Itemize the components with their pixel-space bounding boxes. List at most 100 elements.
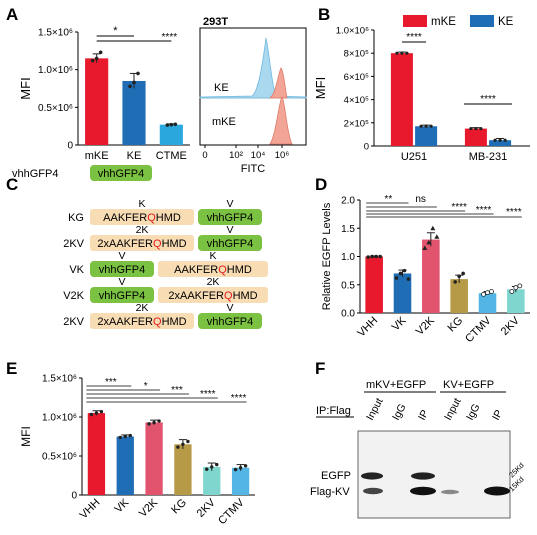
panel-label-f: F (315, 359, 325, 378)
x-tick-label: 10² (229, 150, 243, 161)
lane-label: Input (364, 396, 386, 422)
y-axis-title: MFI (313, 77, 328, 99)
data-point (430, 225, 436, 231)
category-label: KE (127, 150, 142, 162)
data-point (98, 50, 103, 55)
category-label: VK (390, 314, 409, 333)
data-point (419, 124, 423, 128)
category-label: MB-231 (469, 151, 508, 163)
bar (365, 256, 383, 313)
y-tick-label: 4×10⁵ (344, 95, 369, 106)
data-point (94, 56, 99, 61)
adaptor-label: AAKFERQHMD (103, 212, 181, 224)
legend-label-ke: KE (498, 16, 514, 28)
sig-label: **** (451, 202, 467, 213)
y-tick-label: 2×10⁵ (344, 118, 369, 129)
adaptor-block (158, 261, 268, 277)
band-label-egfp: EGFP (321, 470, 351, 482)
bar (450, 279, 468, 313)
vhh-block-label: vhhGFP4 (98, 168, 144, 180)
data-point (398, 271, 403, 276)
sig-label: **** (162, 32, 178, 43)
vhh-block (198, 313, 262, 329)
data-point (157, 419, 161, 423)
y-tick-label: 2.0 (341, 196, 355, 207)
segment-tag: V (226, 224, 233, 236)
chart-e: 0 0.5×10⁶ 1.0×10⁶ 1.5×10⁶ MFI VHH VK V2K KG 2KVCT… (19, 374, 255, 527)
y-axis-title: MFI (19, 426, 33, 447)
y-tick-label: 0.0 (341, 309, 355, 320)
data-point (173, 122, 178, 127)
sig-label: *** (171, 385, 183, 396)
data-point (422, 245, 428, 251)
group-label: mKV+EGFP (366, 379, 426, 391)
vhh-block (198, 209, 262, 225)
bar (116, 436, 134, 495)
legend-swatch-ke (470, 15, 494, 27)
panel-label-e: E (6, 359, 17, 378)
sig-label: ns (415, 194, 426, 205)
flow-title: 293T (203, 16, 228, 28)
data-point (402, 268, 407, 273)
data-point (395, 51, 399, 55)
flow-series-mke: mKE (212, 116, 236, 128)
blot-band (361, 472, 383, 480)
bar (145, 422, 163, 495)
y-tick-label: 6×10⁵ (344, 72, 369, 83)
category-label: KG (169, 497, 189, 517)
category-label: VK (113, 496, 132, 515)
data-point (481, 291, 486, 297)
data-point (370, 254, 374, 259)
category-label: mKE (85, 150, 109, 162)
legend-swatch-mke (403, 15, 427, 27)
segment-tag: K (138, 198, 145, 210)
data-point (406, 277, 411, 281)
segment-tag: K (209, 250, 216, 262)
vhh-block (198, 235, 262, 251)
category-label: CTMV (463, 314, 494, 345)
adaptor-label: 2xAAKFERQHMD (168, 290, 257, 302)
data-point (215, 462, 219, 467)
blot-band (484, 486, 510, 496)
y-tick-label: 1.5×10⁶ (38, 28, 73, 39)
data-point (147, 422, 151, 426)
flow-histogram-a: 293T KE mKE 0 10² 10⁴ 10⁶ FITC (199, 16, 307, 175)
data-point (165, 123, 170, 127)
vhh-block-label: vhhGFP4 (207, 212, 253, 224)
data-point (474, 127, 478, 131)
bar (87, 413, 106, 495)
construct-name: 2KV (63, 316, 84, 328)
data-point (366, 255, 370, 259)
data-point (424, 124, 428, 128)
category-label: V2K (414, 314, 438, 338)
data-point (176, 445, 180, 449)
data-point (210, 465, 214, 469)
segment-tag: V (118, 276, 125, 288)
adaptor-label: 2xAAKFERQHMD (97, 238, 186, 250)
data-point (429, 124, 433, 128)
bar (464, 128, 487, 146)
bar (489, 140, 512, 146)
category-label: VHH (78, 497, 103, 522)
adaptor-label: 2xAAKFERQHMD (97, 316, 186, 328)
segment-tag: V (226, 198, 233, 210)
sig-label: **** (506, 207, 522, 218)
adaptor-block (90, 235, 194, 251)
vhh-block-label: vhhGFP4 (207, 316, 253, 328)
bar (478, 293, 497, 313)
data-point (152, 420, 156, 425)
data-point (136, 71, 140, 76)
construct-name: V2K (63, 290, 84, 302)
segment-tag: V (118, 250, 125, 262)
bar (231, 467, 250, 495)
data-point (169, 122, 174, 127)
data-point (489, 289, 494, 294)
sig-label: *** (105, 377, 117, 388)
data-point (493, 138, 497, 142)
x-tick-label: 0 (202, 150, 207, 161)
category-label: KG (446, 315, 466, 335)
vhh-block (90, 261, 154, 277)
